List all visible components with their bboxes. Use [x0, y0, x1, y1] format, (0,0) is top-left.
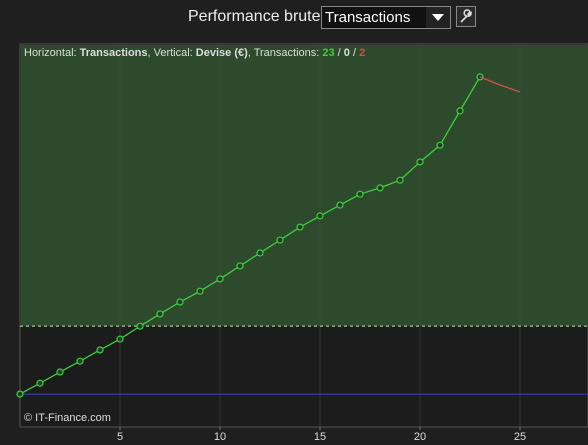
caption-part: , Vertical: [148, 47, 196, 59]
data-point [216, 275, 224, 283]
data-point [356, 190, 364, 198]
data-point [176, 298, 184, 306]
x-tick-label: 25 [514, 431, 526, 443]
data-point [336, 201, 344, 209]
data-point [376, 184, 384, 192]
x-tick-label: 10 [214, 431, 226, 443]
profit-zone [21, 45, 588, 327]
x-tick-label: 5 [117, 431, 123, 443]
wrench-icon [460, 9, 472, 23]
data-point [96, 346, 104, 354]
data-point [316, 212, 324, 220]
caption-part: Horizontal: [24, 47, 80, 59]
caption-part: 0 [344, 47, 350, 59]
caption-part: Devise (€) [196, 47, 248, 59]
data-point [456, 107, 464, 115]
data-point [196, 287, 204, 295]
caption-part: / [350, 47, 359, 59]
data-point [136, 322, 144, 330]
caption-part: Transactions [80, 47, 148, 59]
series-line [19, 76, 481, 395]
caption: Horizontal: Transactions, Vertical: Devi… [24, 47, 365, 59]
data-point [256, 249, 264, 257]
series-line [479, 76, 521, 93]
toolbar: Performance brute Transactions [0, 0, 588, 38]
data-point [236, 262, 244, 270]
dropdown-arrow [426, 7, 450, 28]
data-point [416, 158, 424, 166]
x-tick-label: 20 [414, 431, 426, 443]
credit: © IT-Finance.com [24, 412, 111, 424]
data-point [276, 236, 284, 244]
dropdown[interactable]: Transactions [321, 6, 451, 29]
caption-part: / [335, 47, 344, 59]
toolbar-label: Performance brute [188, 8, 321, 25]
dropdown-value: Transactions [325, 9, 411, 26]
data-point [436, 141, 444, 149]
caption-part: 2 [359, 47, 365, 59]
data-point [36, 379, 44, 387]
data-point [396, 176, 404, 184]
data-point [156, 310, 164, 318]
caption-part: 23 [322, 47, 334, 59]
data-point [16, 390, 24, 398]
data-point [76, 357, 84, 365]
data-point [116, 335, 124, 343]
data-point [56, 368, 64, 376]
caption-part: , Transactions: [248, 47, 323, 59]
x-tick-label: 15 [314, 431, 326, 443]
settings-button[interactable] [456, 6, 476, 27]
data-point [296, 223, 304, 231]
